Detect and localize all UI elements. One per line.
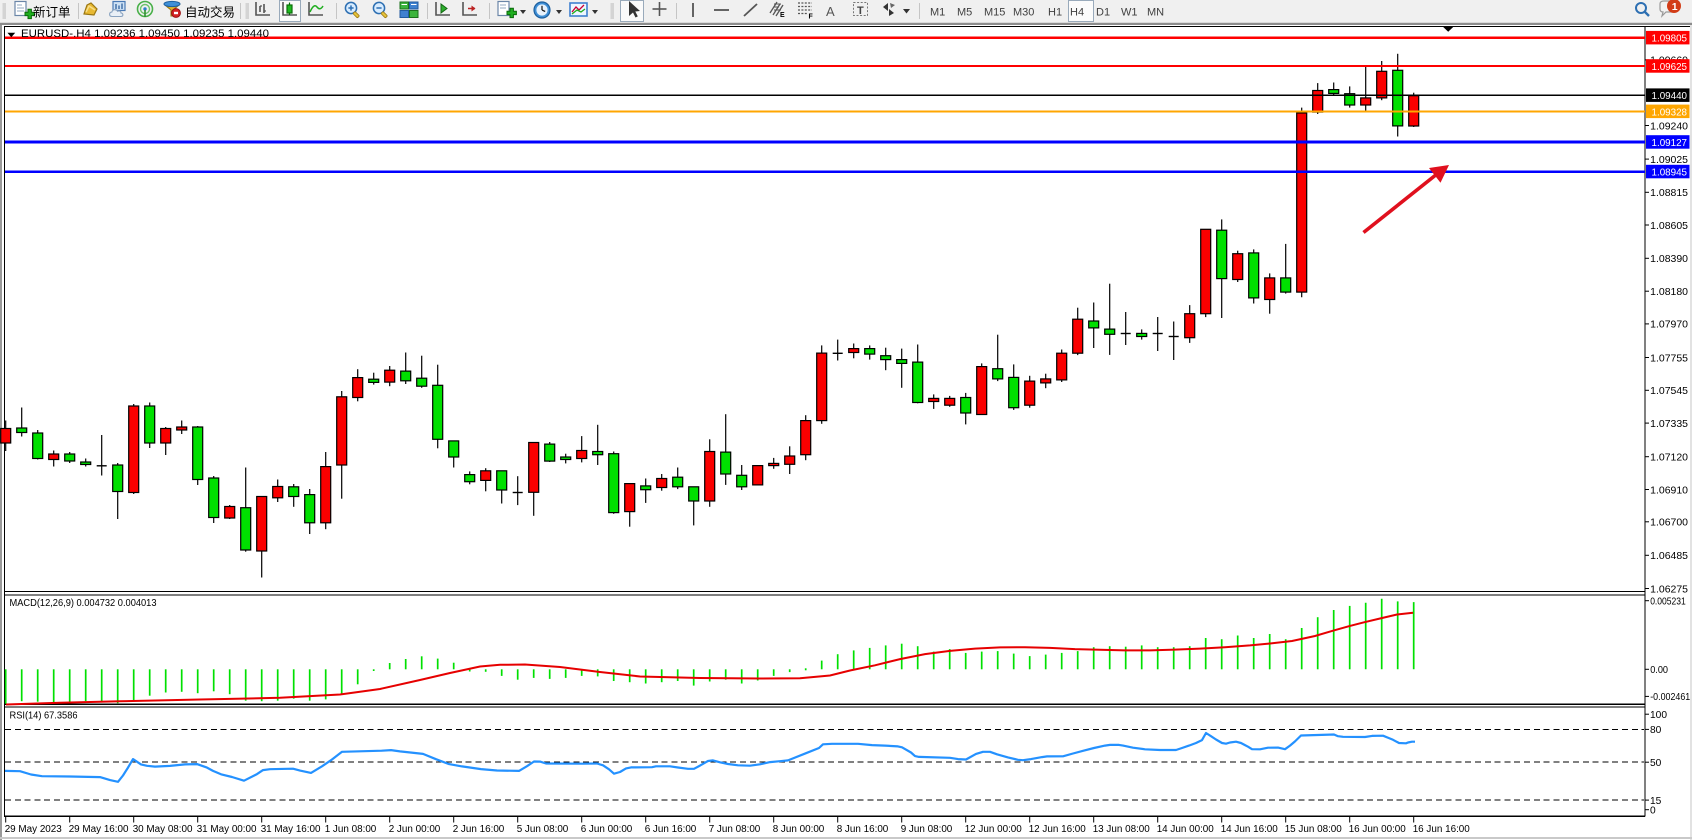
svg-text:MN: MN [1147,7,1164,19]
svg-text:自动交易: 自动交易 [185,5,235,20]
svg-text:1: 1 [1672,1,1678,13]
svg-text:7 Jun 08:00: 7 Jun 08:00 [709,824,761,835]
svg-text:15 Jun 08:00: 15 Jun 08:00 [1285,824,1343,835]
svg-text:EURUSD-.H4 1.09236 1.09450 1.: EURUSD-.H4 1.09236 1.09450 1.09235 1.094… [21,28,269,40]
svg-text:1.09025: 1.09025 [1650,155,1688,166]
svg-text:1.07120: 1.07120 [1650,453,1688,464]
svg-text:0.005231: 0.005231 [1650,597,1686,608]
svg-text:9 Jun 08:00: 9 Jun 08:00 [901,824,953,835]
svg-text:14 Jun 00:00: 14 Jun 00:00 [1157,824,1215,835]
svg-text:F: F [809,14,814,21]
svg-text:29 May 2023: 29 May 2023 [5,824,63,835]
svg-text:8 Jun 16:00: 8 Jun 16:00 [837,824,889,835]
svg-text:1.08180: 1.08180 [1650,287,1688,298]
svg-text:12 Jun 16:00: 12 Jun 16:00 [1029,824,1087,835]
svg-text:M5: M5 [957,7,972,19]
svg-text:29 May 16:00: 29 May 16:00 [69,824,129,835]
svg-text:D1: D1 [1096,7,1110,19]
svg-text:2 Jun 16:00: 2 Jun 16:00 [453,824,505,835]
svg-text:1.08605: 1.08605 [1650,221,1688,232]
svg-text:A: A [826,4,835,19]
svg-text:-0.002461: -0.002461 [1650,692,1690,703]
svg-text:1.08945: 1.08945 [1652,168,1688,179]
svg-text:13 Jun 08:00: 13 Jun 08:00 [1093,824,1151,835]
svg-text:新订单: 新订单 [33,5,71,20]
svg-text:M15: M15 [984,7,1005,19]
svg-text:1.08390: 1.08390 [1650,254,1688,265]
svg-text:50: 50 [1650,758,1662,769]
svg-text:0: 0 [1650,806,1656,817]
svg-text:T: T [857,5,864,17]
svg-text:14 Jun 16:00: 14 Jun 16:00 [1221,824,1279,835]
svg-text:M30: M30 [1013,7,1034,19]
svg-text:1.07545: 1.07545 [1650,386,1688,397]
svg-text:1.07335: 1.07335 [1650,419,1688,430]
svg-text:1.09240: 1.09240 [1650,121,1688,132]
svg-text:31 May 16:00: 31 May 16:00 [261,824,321,835]
svg-text:RSI(14) 67.3586: RSI(14) 67.3586 [10,711,78,722]
svg-text:H4: H4 [1070,7,1084,19]
svg-text:6 Jun 00:00: 6 Jun 00:00 [581,824,633,835]
svg-text:6 Jun 16:00: 6 Jun 16:00 [645,824,697,835]
svg-text:H1: H1 [1048,7,1062,19]
svg-text:16 Jun 16:00: 16 Jun 16:00 [1413,824,1471,835]
svg-text:12 Jun 00:00: 12 Jun 00:00 [965,824,1023,835]
svg-text:8 Jun 00:00: 8 Jun 00:00 [773,824,825,835]
svg-text:1.09127: 1.09127 [1652,138,1688,149]
svg-text:80: 80 [1650,725,1662,736]
svg-text:1.07755: 1.07755 [1650,353,1688,364]
svg-text:1.06700: 1.06700 [1650,518,1688,529]
svg-text:30 May 08:00: 30 May 08:00 [133,824,193,835]
svg-text:5 Jun 08:00: 5 Jun 08:00 [517,824,569,835]
svg-text:MACD(12,26,9) 0.004732 0.00401: MACD(12,26,9) 0.004732 0.004013 [10,598,157,609]
svg-text:1.07970: 1.07970 [1650,320,1688,331]
svg-text:1.08815: 1.08815 [1650,188,1688,199]
svg-text:2 Jun 00:00: 2 Jun 00:00 [389,824,441,835]
svg-text:0.00: 0.00 [1650,665,1668,676]
svg-text:15: 15 [1650,796,1662,807]
svg-text:100: 100 [1650,710,1667,721]
svg-text:W1: W1 [1121,7,1138,19]
svg-text:1.06485: 1.06485 [1650,551,1688,562]
svg-text:1 Jun 08:00: 1 Jun 08:00 [325,824,377,835]
svg-text:1.09440: 1.09440 [1652,91,1688,102]
svg-text:E: E [780,12,785,19]
svg-text:31 May 00:00: 31 May 00:00 [197,824,257,835]
svg-text:1.06275: 1.06275 [1650,584,1688,595]
svg-text:16 Jun 00:00: 16 Jun 00:00 [1349,824,1407,835]
svg-text:1.06910: 1.06910 [1650,485,1688,496]
svg-text:1.09805: 1.09805 [1652,34,1688,45]
svg-text:1.09328: 1.09328 [1652,107,1688,118]
svg-text:1.09625: 1.09625 [1652,62,1688,73]
svg-text:M1: M1 [930,7,945,19]
